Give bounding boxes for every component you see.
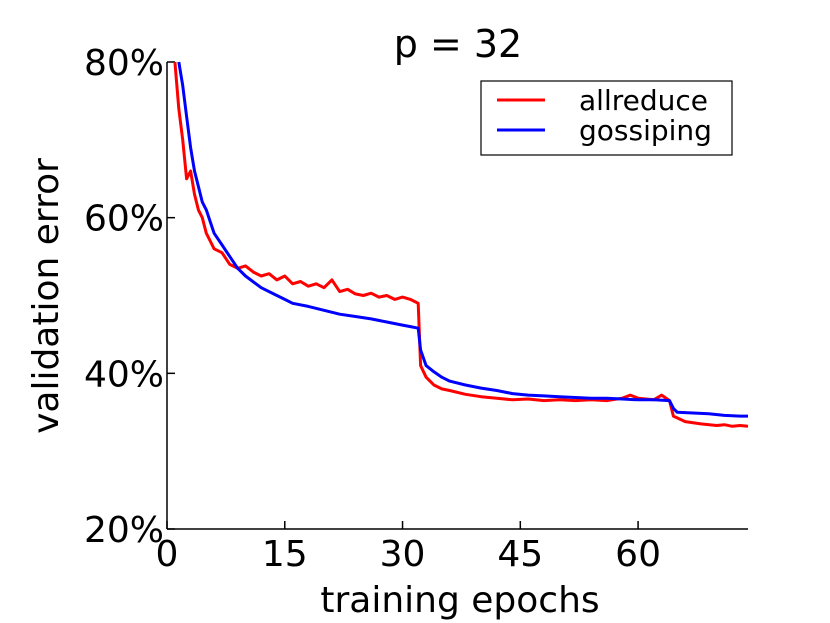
x-tick-label: 60: [615, 534, 661, 575]
x-tick-label: 15: [262, 534, 308, 575]
series-line-gossiping: [177, 61, 748, 418]
x-tick-label: 0: [156, 534, 179, 575]
legend-box: [480, 80, 733, 156]
x-tick-label: 45: [497, 534, 543, 575]
x-ticks: 0 15 30 45 60: [156, 521, 661, 575]
series-lines: [173, 61, 749, 428]
x-tick-label: 30: [380, 534, 426, 575]
legend: allreduce gossiping: [480, 80, 733, 156]
legend-label-gossiping: gossiping: [579, 114, 712, 147]
y-tick-label: 40%: [84, 354, 164, 395]
y-tick-label: 20%: [84, 510, 164, 551]
y-ticks: 20% 40% 60% 80%: [84, 43, 175, 551]
y-tick-label: 80%: [84, 43, 164, 84]
x-axis-label: training epochs: [320, 580, 599, 621]
y-tick-label: 60%: [84, 199, 164, 240]
chart-title: p = 32: [394, 22, 522, 66]
legend-label-allreduce: allreduce: [579, 84, 708, 117]
y-axis-label: validation error: [26, 158, 67, 434]
